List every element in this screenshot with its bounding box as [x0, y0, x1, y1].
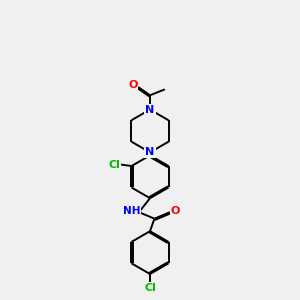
Text: N: N	[146, 105, 154, 115]
Text: Cl: Cl	[109, 160, 120, 170]
Text: O: O	[128, 80, 137, 91]
Text: O: O	[171, 206, 180, 216]
Text: N: N	[146, 147, 154, 158]
Text: Cl: Cl	[144, 283, 156, 293]
Text: NH: NH	[123, 206, 140, 216]
